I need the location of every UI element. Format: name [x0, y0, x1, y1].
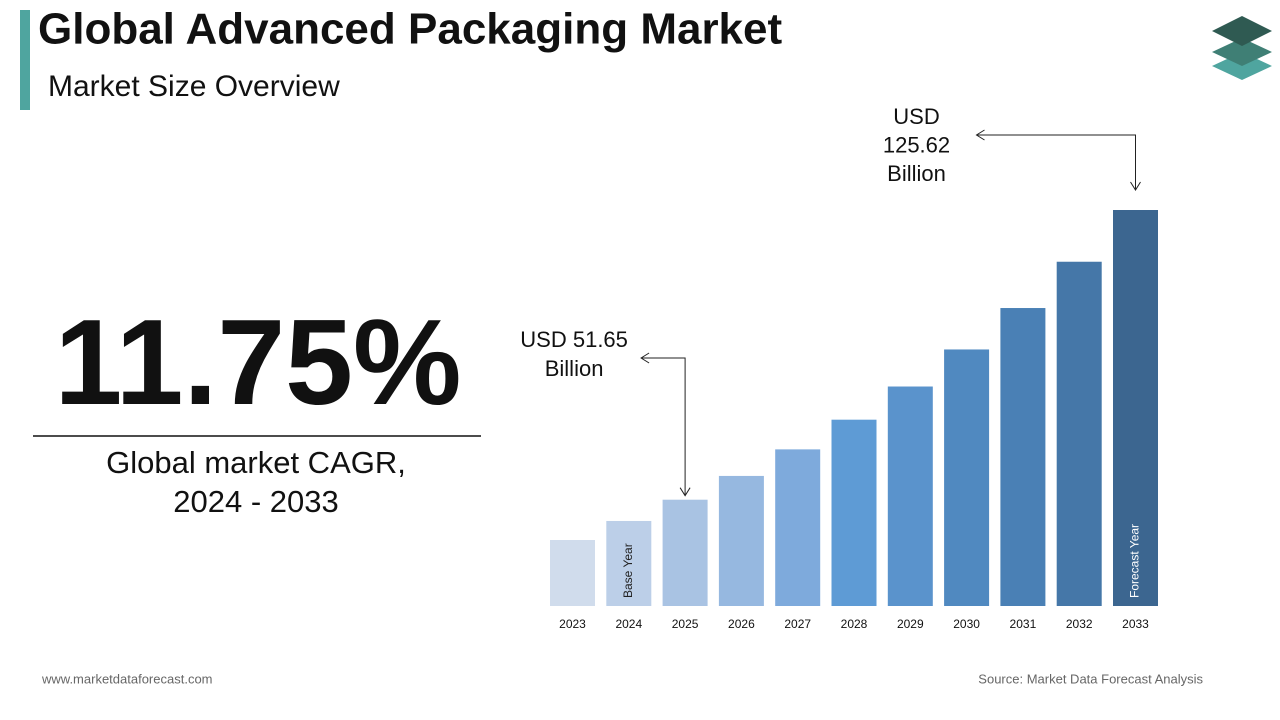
x-tick-label: 2032	[1066, 617, 1093, 631]
x-tick-label: 2027	[784, 617, 811, 631]
annotation-arrow	[975, 129, 1141, 191]
bar	[775, 449, 821, 606]
bar	[887, 386, 933, 606]
bar	[944, 349, 990, 606]
x-tick-label: 2030	[953, 617, 980, 631]
bar-note: Base Year	[621, 543, 635, 598]
x-tick-label: 2033	[1122, 617, 1149, 631]
x-tick-label: 2029	[897, 617, 924, 631]
x-tick-label: 2028	[841, 617, 868, 631]
title: Global Advanced Packaging Market	[38, 5, 783, 54]
bar	[550, 540, 595, 606]
x-tick-label: 2031	[1010, 617, 1037, 631]
x-tick-label: 2023	[559, 617, 586, 631]
cagr-label: 2024 - 2033	[173, 484, 338, 519]
x-tick-label: 2025	[672, 617, 699, 631]
source: Source: Market Data Forecast Analysis	[978, 671, 1203, 686]
website: www.marketdataforecast.com	[41, 671, 213, 686]
bar-chart: 2023 2024 Base Year 2025 USD 51.65 Billion 202…	[520, 104, 1158, 631]
accent-bar	[20, 10, 30, 110]
value-label: 125.62	[883, 132, 950, 157]
value-label: USD 51.65	[520, 327, 628, 352]
value-label: USD	[893, 104, 939, 129]
x-tick-label: 2026	[728, 617, 755, 631]
annotation-arrow	[640, 352, 691, 497]
cagr-label: Global market CAGR,	[106, 445, 406, 480]
subtitle: Market Size Overview	[48, 70, 340, 103]
bar	[606, 520, 652, 606]
bar	[831, 419, 877, 606]
bar	[1056, 261, 1102, 606]
logo	[1212, 16, 1272, 80]
bar	[718, 475, 764, 606]
cagr-value: 11.75%	[54, 294, 461, 430]
bar	[662, 499, 708, 606]
x-tick-label: 2024	[615, 617, 642, 631]
bar-note: Forecast Year	[1128, 524, 1142, 598]
bar	[1000, 308, 1046, 606]
bar	[1113, 210, 1158, 606]
value-label: Billion	[545, 356, 604, 381]
value-label: Billion	[887, 161, 946, 186]
